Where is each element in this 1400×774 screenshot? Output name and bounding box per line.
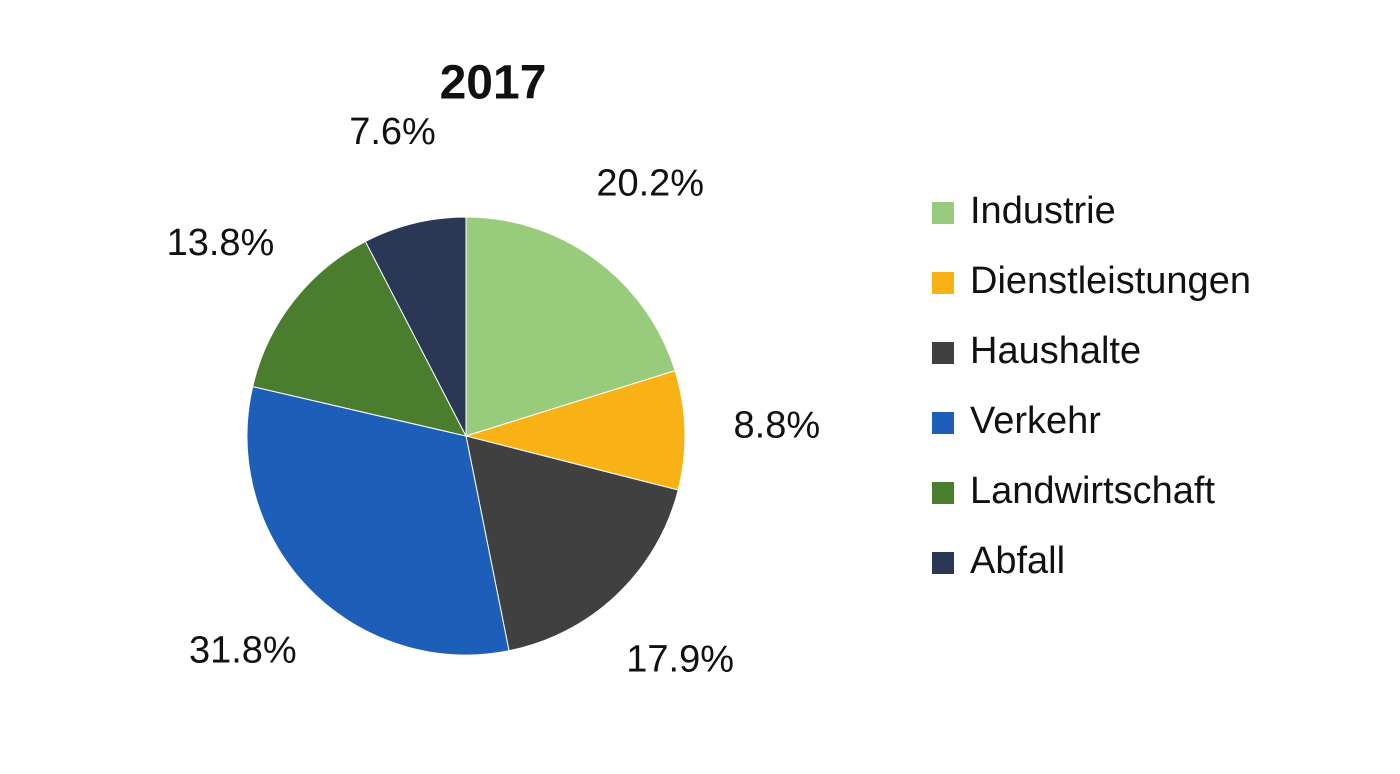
legend-label: Abfall — [970, 540, 1065, 582]
data-label: 7.6% — [349, 111, 436, 153]
legend-swatch — [932, 202, 954, 224]
legend-swatch — [932, 482, 954, 504]
legend-label: Landwirtschaft — [970, 470, 1215, 512]
legend-swatch — [932, 412, 954, 434]
data-label: 17.9% — [626, 639, 734, 681]
pie-slice — [364, 216, 467, 437]
data-label: 20.2% — [596, 162, 704, 204]
data-label: 8.8% — [734, 405, 821, 447]
pie-slice — [465, 435, 679, 652]
pie-slice — [246, 385, 510, 656]
legend-label: Industrie — [970, 190, 1116, 232]
data-label: 13.8% — [167, 222, 275, 264]
legend-swatch — [932, 552, 954, 574]
legend-label: Dienstleistungen — [970, 260, 1251, 302]
data-label: 31.8% — [189, 630, 297, 672]
legend-label: Verkehr — [970, 400, 1101, 442]
pie-slice — [252, 240, 467, 437]
legend-swatch — [932, 272, 954, 294]
chart-title: 2017 — [440, 57, 547, 110]
pie-slice — [464, 370, 686, 491]
legend-swatch — [932, 342, 954, 364]
legend-label: Haushalte — [970, 330, 1141, 372]
pie-slice — [465, 216, 676, 437]
